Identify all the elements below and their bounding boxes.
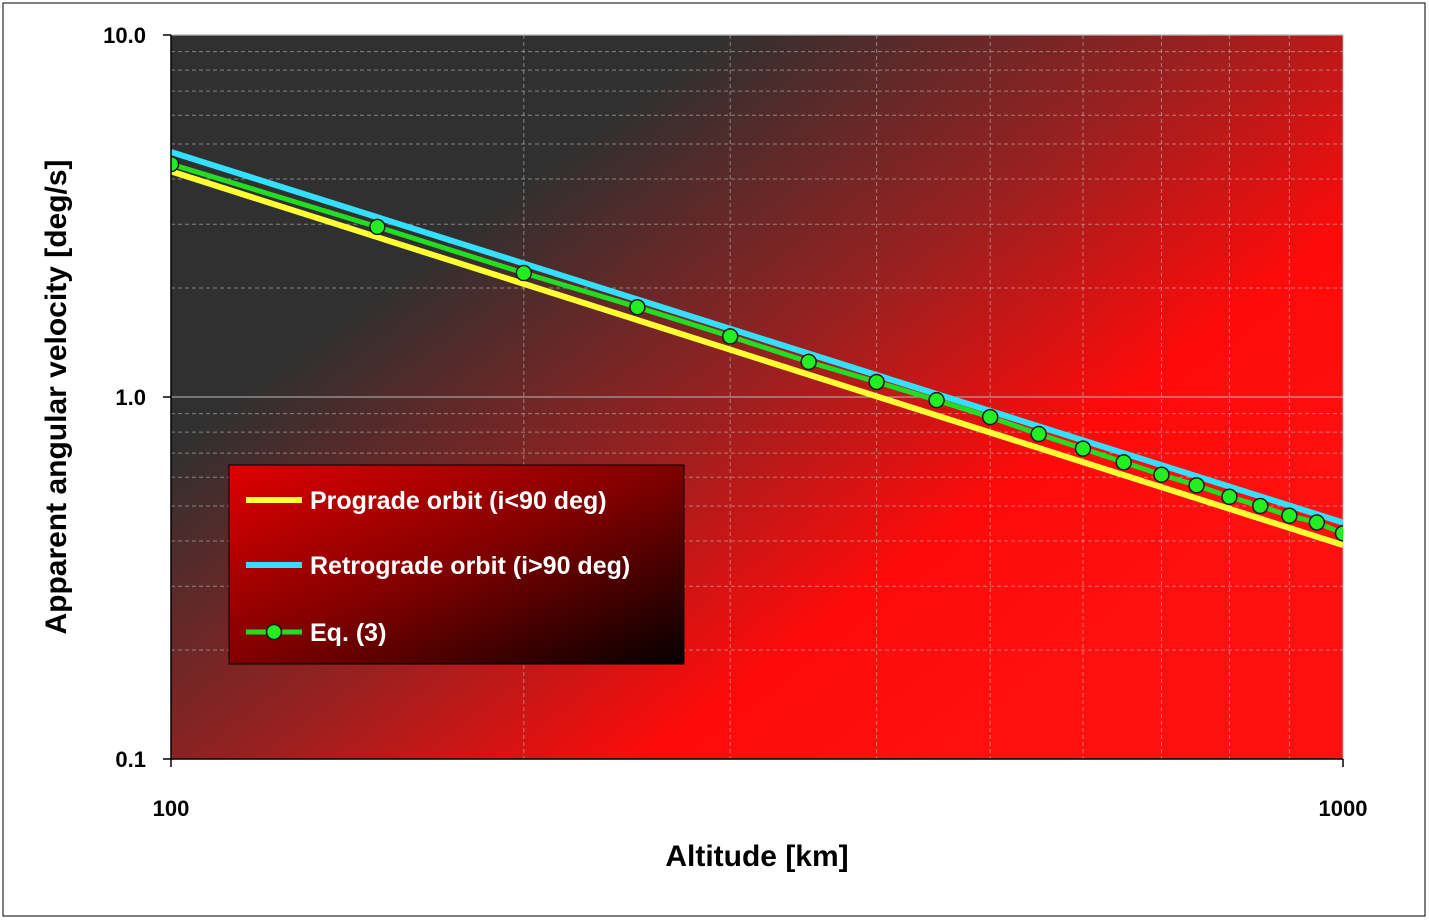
data-point xyxy=(369,218,386,236)
data-point xyxy=(1074,440,1092,457)
axis-ticks xyxy=(163,34,1344,767)
data-point xyxy=(981,408,999,426)
series-retrograde-orbit-i-90-deg xyxy=(171,149,1343,526)
series-line xyxy=(171,168,1343,548)
data-point xyxy=(1221,488,1238,506)
x-tick-label: 100 xyxy=(153,796,190,821)
legend-item: Eq. (3) xyxy=(246,619,386,647)
legend-item: Prograde orbit (i<90 deg) xyxy=(246,487,607,515)
legend-label: Prograde orbit (i<90 deg) xyxy=(310,487,607,515)
legend-marker xyxy=(265,623,283,641)
x-tick-label: 1000 xyxy=(1319,796,1368,821)
data-point xyxy=(928,391,945,409)
legend: Prograde orbit (i<90 deg) Retrograde orbi… xyxy=(228,464,685,665)
data-point xyxy=(1281,507,1298,524)
data-point xyxy=(515,264,533,282)
legend-box xyxy=(228,464,685,665)
legend-item: Retrograde orbit (i>90 deg) xyxy=(246,552,630,580)
series-group xyxy=(171,149,1343,548)
data-point xyxy=(1188,477,1205,494)
data-point xyxy=(1334,525,1343,542)
data-point xyxy=(1252,497,1269,515)
legend-label: Retrograde orbit (i>90 deg) xyxy=(310,552,630,580)
x-axis-title: Altitude [km] xyxy=(665,840,848,873)
y-tick-label: 0.1 xyxy=(115,747,146,772)
data-point xyxy=(1115,454,1132,471)
tick-labels: 0.1 1.0 10.0 100 1000 xyxy=(103,23,1367,821)
legend-items: Prograde orbit (i<90 deg) Retrograde orbi… xyxy=(246,487,630,647)
data-point xyxy=(171,155,180,173)
series-prograde-orbit-i-90-deg xyxy=(171,168,1343,548)
y-axis-title: Apparent angular velocity [deg/s] xyxy=(40,159,73,634)
legend-label: Eq. (3) xyxy=(310,619,386,647)
y-tick-label: 10.0 xyxy=(103,23,146,48)
y-tick-label: 1.0 xyxy=(115,385,146,410)
series-eq-3 xyxy=(171,155,1343,542)
data-point xyxy=(721,328,739,345)
data-point xyxy=(868,373,885,391)
data-point xyxy=(800,353,817,371)
series-line xyxy=(171,149,1343,526)
data-point xyxy=(629,298,646,316)
data-point xyxy=(1308,514,1326,531)
data-point xyxy=(1153,466,1170,483)
data-point xyxy=(1030,425,1047,443)
